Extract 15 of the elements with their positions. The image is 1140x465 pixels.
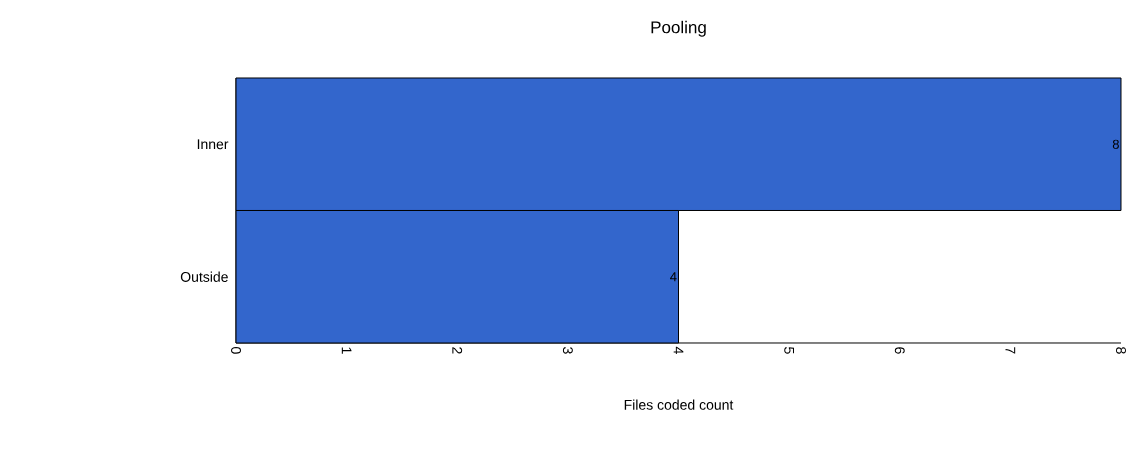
x-tick-label: 5: [784, 347, 795, 354]
x-tick-label: 3: [562, 347, 573, 354]
x-tick-label: 4: [673, 346, 684, 354]
x-tick-label: 1: [341, 347, 352, 354]
x-tick-label: 6: [894, 347, 905, 354]
chart-title: Pooling: [651, 20, 706, 37]
x-tick-label: 0: [231, 347, 241, 354]
y-tick-label: Outside: [180, 271, 228, 282]
y-tick-label: Inner: [197, 139, 229, 150]
data-label: 8: [1112, 139, 1119, 149]
x-tick-label: 8: [1116, 347, 1126, 354]
x-tick-label: 2: [452, 347, 463, 354]
data-label: 4: [670, 272, 677, 282]
x-axis-title: Files coded count: [624, 399, 734, 410]
x-tick-label: 7: [1005, 347, 1016, 354]
